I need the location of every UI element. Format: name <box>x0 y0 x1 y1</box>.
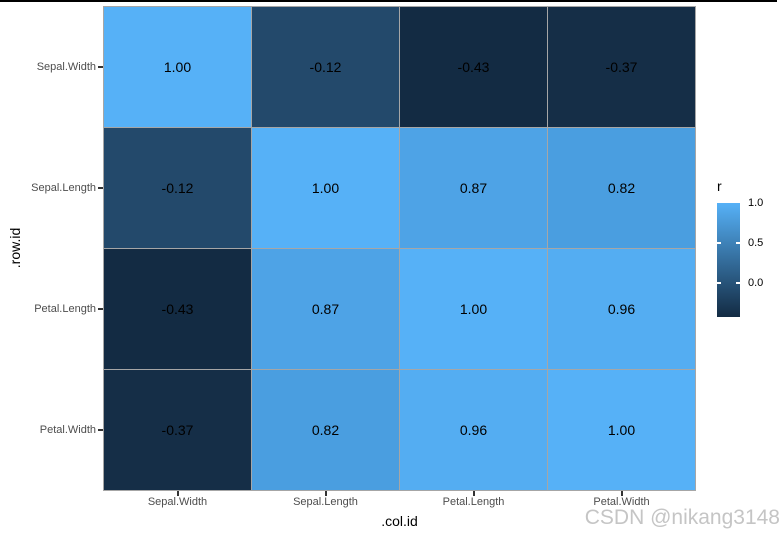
heatmap-cell: 0.96 <box>548 249 695 369</box>
heatmap-cell: 1.00 <box>548 370 695 490</box>
heatmap-cell: 0.82 <box>252 370 399 490</box>
legend-tick-mark <box>717 241 721 244</box>
heatmap-cell: 1.00 <box>400 249 547 369</box>
y-tick-mark <box>98 429 103 431</box>
y-tick-mark <box>98 66 103 68</box>
y-tick-label: Petal.Length <box>34 303 96 315</box>
heatmap-cell: 0.96 <box>400 370 547 490</box>
heatmap-cell: -0.12 <box>104 128 251 248</box>
legend-tick-mark <box>717 281 721 284</box>
legend-tick-mark <box>736 281 740 284</box>
heatmap-cell: -0.43 <box>104 249 251 369</box>
watermark: CSDN @nikang3148 <box>584 506 780 529</box>
legend-tick-label: 1.0 <box>748 197 764 209</box>
y-tick-label: Petal.Width <box>39 424 96 436</box>
window-border-line <box>0 0 777 2</box>
heatmap-cell: -0.43 <box>400 7 547 127</box>
x-tick-mark <box>176 491 179 496</box>
legend-tick-label: 0.0 <box>748 276 764 289</box>
x-tick-label: Sepal.Width <box>147 496 208 508</box>
y-tick-label: Sepal.Length <box>31 182 96 194</box>
x-tick-label: Sepal.Length <box>293 496 358 508</box>
y-axis-title: .row.id <box>7 227 23 269</box>
heatmap-cell: 0.82 <box>548 128 695 248</box>
x-tick-mark <box>472 491 475 496</box>
heatmap-cell: 1.00 <box>104 7 251 127</box>
x-tick-mark <box>620 491 623 496</box>
x-tick-label: Petal.Width <box>593 496 650 508</box>
heatmap-cell: -0.12 <box>252 7 399 127</box>
y-tick-mark <box>98 187 103 189</box>
legend-title: r <box>717 178 722 194</box>
x-tick-mark <box>324 491 327 496</box>
x-axis-title: .col.id <box>381 513 418 529</box>
heatmap-cell: -0.37 <box>104 370 251 490</box>
heatmap-cell: 0.87 <box>400 128 547 248</box>
y-tick-mark <box>98 308 103 310</box>
heatmap-cell: 0.87 <box>252 249 399 369</box>
y-tick-label: Sepal.Width <box>36 61 96 73</box>
heatmap-cell: 1.00 <box>252 128 399 248</box>
legend-tick-label: 0.5 <box>748 236 764 249</box>
heatmap-cell: -0.37 <box>548 7 695 127</box>
legend-tick-mark <box>736 241 740 244</box>
x-tick-label: Petal.Length <box>442 496 505 508</box>
legend-gradient-bar <box>717 203 740 317</box>
heatmap-panel: 1.00 -0.12 -0.43 -0.37 -0.12 1.00 0.87 0.82 -0.4… <box>103 6 696 491</box>
